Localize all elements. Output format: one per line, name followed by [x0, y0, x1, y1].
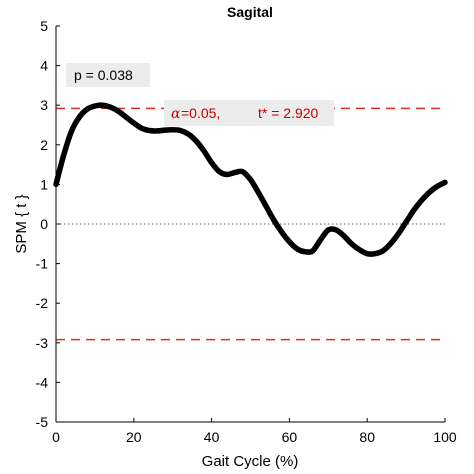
y-tick-label: -1: [36, 256, 49, 272]
x-tick-label: 100: [433, 429, 457, 445]
x-axis-label: Gait Cycle (%): [202, 453, 299, 470]
tstar-value: t* = 2.920: [258, 105, 319, 121]
y-tick-label: 3: [40, 97, 48, 113]
y-tick-label: 5: [40, 18, 48, 34]
alpha-value: =0.05,: [181, 105, 220, 121]
x-tick-label: 80: [359, 429, 375, 445]
spm-curve: [53, 102, 448, 257]
y-tick-label: 0: [40, 216, 48, 232]
y-tick-label: -2: [36, 295, 49, 311]
x-tick-label: 0: [52, 429, 60, 445]
p-value-box: [66, 63, 150, 87]
y-tick-label: -4: [36, 374, 49, 390]
threshold-annotation: α =0.05, t* = 2.920: [164, 100, 334, 126]
x-tick-label: 40: [204, 429, 220, 445]
y-tick-label: 4: [40, 58, 48, 74]
x-tick-label: 60: [282, 429, 298, 445]
y-tick-label: 1: [40, 176, 48, 192]
chart-title: Sagital: [227, 4, 273, 20]
ticks-layer: -5 -4 -3 -2 -1 0 1 2 3 4 5 0 20 40 60 80 100: [36, 18, 457, 445]
threshold-box: [164, 100, 334, 126]
y-tick-label: -5: [36, 414, 49, 430]
alpha-symbol: α: [171, 106, 181, 122]
y-tick-label: -3: [36, 335, 49, 351]
y-tick-label: 2: [40, 137, 48, 153]
x-tick-label: 20: [126, 429, 142, 445]
y-axis-label: SPM { t }: [13, 194, 30, 253]
p-value-annotation: p = 0.038: [66, 63, 150, 87]
p-value-label: p = 0.038: [74, 67, 133, 83]
